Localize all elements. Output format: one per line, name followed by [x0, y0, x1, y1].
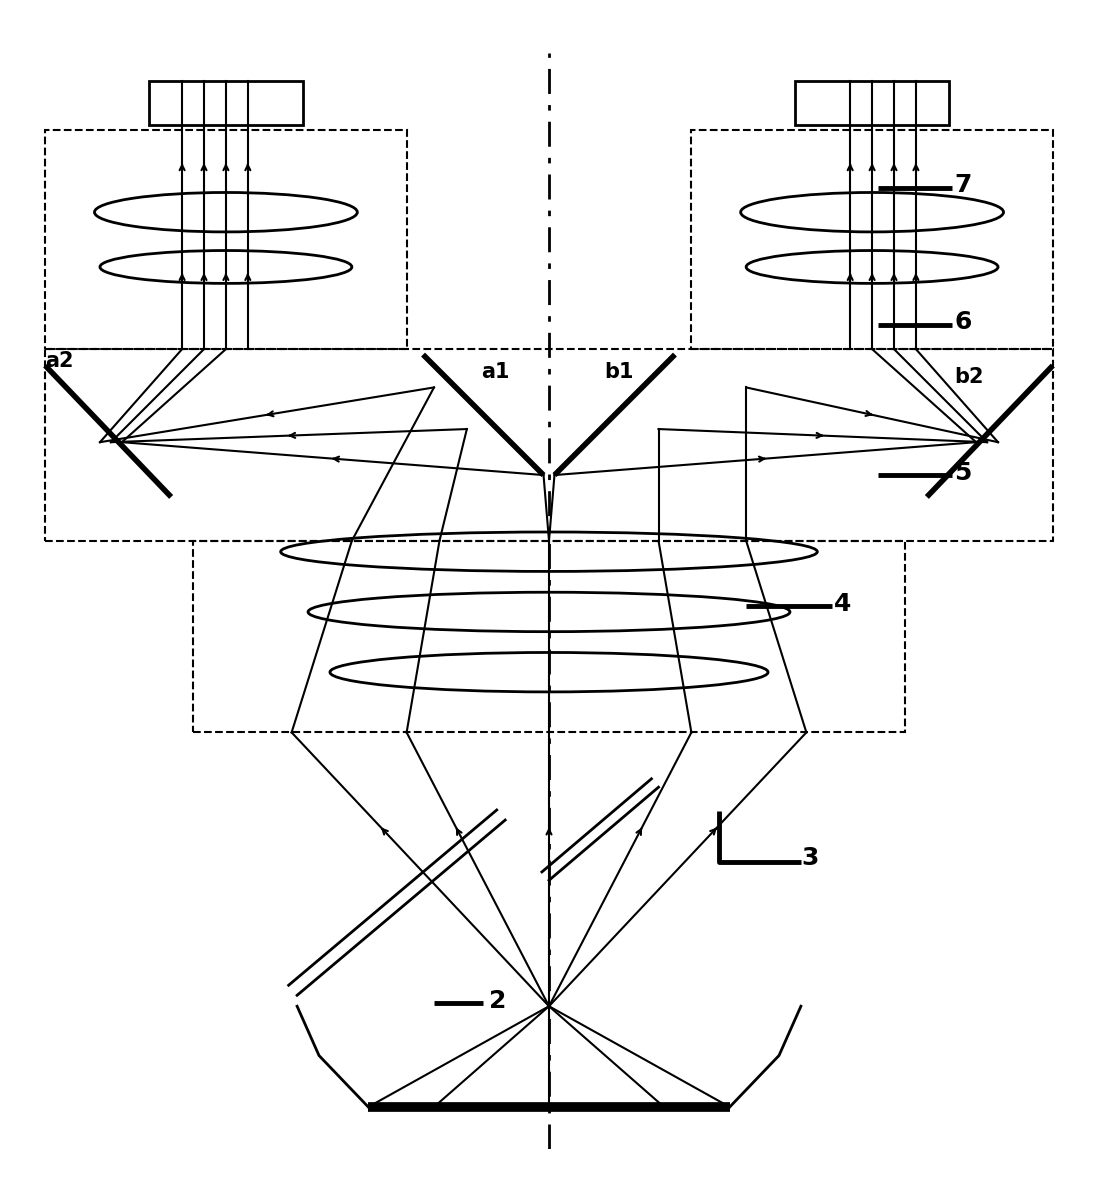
Text: 3: 3 — [800, 846, 818, 870]
Text: 7: 7 — [954, 173, 972, 197]
Text: b2: b2 — [954, 368, 984, 387]
Text: 2: 2 — [489, 989, 506, 1013]
Text: a1: a1 — [481, 362, 509, 382]
Text: 5: 5 — [954, 460, 972, 484]
Bar — [692, 130, 1053, 349]
Bar — [149, 81, 303, 125]
Bar — [45, 349, 1053, 541]
Bar — [45, 130, 406, 349]
Text: a2: a2 — [45, 351, 74, 371]
Bar — [795, 81, 949, 125]
Bar — [193, 541, 905, 732]
Text: 6: 6 — [954, 310, 972, 334]
Text: 4: 4 — [833, 593, 851, 617]
Text: b1: b1 — [604, 362, 634, 382]
